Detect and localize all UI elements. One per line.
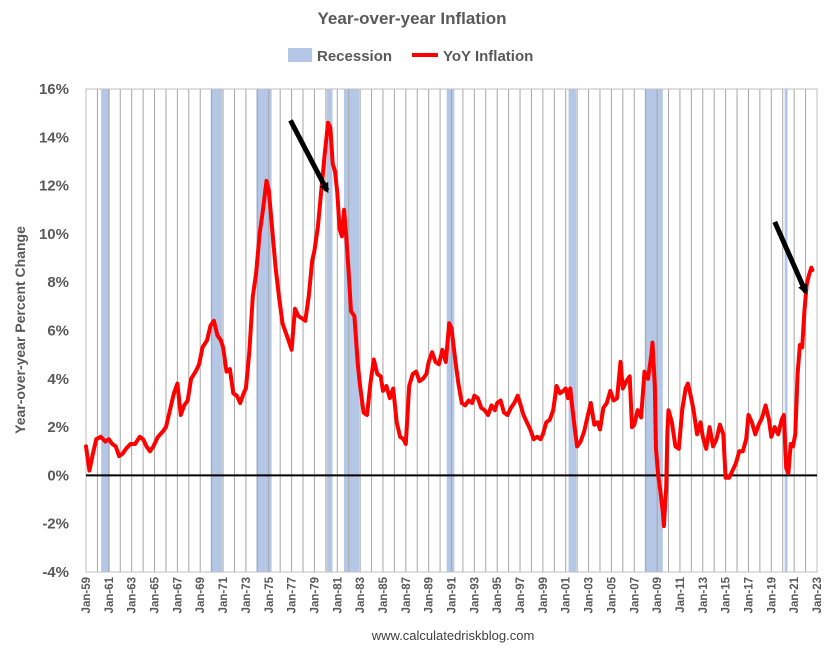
x-tick-label: Jan-67	[172, 577, 184, 613]
x-tick-label: Jan-11	[675, 576, 687, 612]
x-tick-label: Jan-71	[218, 576, 230, 613]
x-tick-label: Jan-13	[698, 577, 710, 613]
y-tick-label: 6%	[47, 323, 69, 340]
x-tick-label: Jan-79	[309, 577, 321, 613]
y-tick-label: 2%	[47, 419, 69, 436]
x-tick-labels: Jan-59 Jan-61 Jan-63 Jan-65 Jan-67 Jan-69 Jan-…	[81, 576, 824, 613]
x-tick-label: Jan-21	[789, 576, 801, 613]
recession-band-7	[644, 89, 663, 572]
recession-band-0	[101, 89, 110, 572]
recession-band-3	[326, 89, 333, 572]
x-tick-label: Jan-69	[195, 577, 207, 613]
x-tick-label: Jan-83	[355, 577, 367, 613]
recession-bands	[101, 89, 788, 572]
x-tick-label: Jan-63	[127, 577, 139, 613]
recession-band-6	[568, 89, 577, 572]
x-tick-label: Jan-93	[469, 577, 481, 613]
plot-area-border	[85, 88, 818, 573]
x-tick-label: Jan-87	[401, 577, 413, 613]
y-tick-labels: 16% 14% 12% 10% 8% 6% 4% 2% 0% -2% -4%	[39, 81, 69, 581]
annotation-arrow-0	[288, 119, 330, 194]
x-tick-label: Jan-89	[424, 577, 436, 613]
x-tick-label: Jan-85	[378, 576, 390, 613]
x-tick-label: Jan-77	[287, 577, 299, 613]
y-tick-label: -4%	[42, 564, 69, 581]
x-tick-label: Jan-61	[104, 576, 116, 613]
y-tick-label: 0%	[47, 467, 69, 484]
x-tick-label: Jan-59	[81, 577, 93, 613]
x-tick-label: Jan-23	[812, 577, 824, 613]
y-tick-label: 14%	[39, 129, 69, 146]
x-tick-label: Jan-73	[241, 577, 253, 613]
annotation-arrow-1	[772, 220, 808, 295]
legend-inflation-label: YoY Inflation	[443, 48, 533, 65]
legend: Recession YoY Inflation	[288, 48, 533, 65]
x-tick-label: Jan-01	[561, 576, 573, 613]
footer-source: www.calculatedriskblog.com	[371, 628, 535, 643]
y-tick-label: 16%	[39, 81, 69, 98]
x-tick-label: Jan-91	[447, 576, 459, 613]
legend-recession-label: Recession	[317, 48, 392, 65]
recession-band-2	[256, 89, 272, 572]
recession-band-4	[343, 89, 360, 572]
series-line-yoy-inflation	[84, 120, 815, 529]
y-tick-label: 8%	[47, 274, 69, 291]
y-tick-label: 4%	[47, 371, 69, 388]
y-tick-label: -2%	[42, 516, 69, 533]
recession-band-8	[784, 89, 788, 572]
x-tick-label: Jan-19	[766, 577, 778, 613]
x-tick-label: Jan-03	[584, 577, 596, 613]
x-tick-label: Jan-81	[332, 576, 344, 613]
y-axis-label: Year-over-year Percent Change	[12, 226, 28, 434]
x-tick-label: Jan-05	[606, 576, 618, 613]
y-tick-label: 10%	[39, 226, 69, 243]
y-tick-label: 12%	[39, 178, 69, 195]
chart-title: Year-over-year Inflation	[318, 9, 507, 28]
x-tick-label: Jan-17	[743, 577, 755, 613]
legend-recession-swatch	[288, 48, 312, 62]
vertical-gridlines	[96, 89, 807, 572]
x-tick-label: Jan-07	[629, 577, 641, 613]
x-tick-label: Jan-15	[721, 576, 733, 613]
x-tick-label: Jan-97	[515, 577, 527, 613]
annotation-arrows	[288, 119, 808, 295]
x-tick-label: Jan-65	[150, 576, 162, 613]
x-tick-label: Jan-99	[538, 577, 550, 613]
x-tick-label: Jan-95	[492, 576, 504, 613]
x-tick-label: Jan-09	[652, 577, 664, 613]
x-tick-label: Jan-75	[264, 576, 276, 613]
